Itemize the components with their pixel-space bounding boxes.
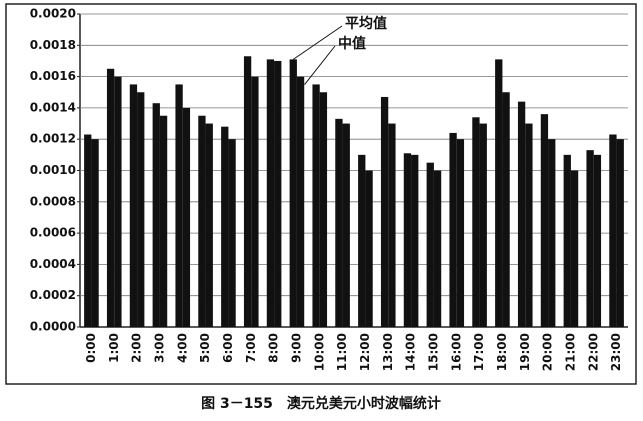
legend-leader — [304, 45, 336, 85]
x-tick-label: 7:00 — [244, 333, 258, 363]
bar — [380, 96, 389, 327]
bar — [403, 153, 412, 327]
bar — [609, 134, 617, 327]
legend-label: 中值 — [338, 35, 366, 52]
bar — [91, 139, 99, 327]
bar — [182, 107, 191, 328]
bar — [289, 59, 297, 327]
bar — [502, 92, 510, 327]
bar — [449, 132, 457, 327]
y-tick-label: 0.0012 — [30, 132, 76, 146]
bar — [228, 139, 236, 327]
bar — [358, 154, 366, 327]
bar — [243, 56, 252, 327]
x-tick-label: 3:00 — [152, 333, 166, 363]
bar — [106, 68, 115, 328]
bar — [517, 101, 526, 327]
bar — [456, 139, 465, 327]
x-tick-label: 23:00 — [609, 333, 623, 371]
y-tick-label: 0.0020 — [30, 7, 76, 21]
x-tick-label: 12:00 — [358, 333, 372, 371]
bar — [472, 117, 480, 327]
bar — [495, 59, 503, 327]
bar — [114, 76, 122, 327]
bar — [586, 150, 594, 327]
x-tick-label: 10:00 — [312, 333, 326, 371]
bar — [335, 118, 343, 327]
legend-leader — [292, 25, 343, 60]
x-tick-label: 17:00 — [472, 333, 486, 371]
legend-label: 平均值 — [345, 15, 387, 32]
bar — [205, 123, 213, 327]
y-tick-label: 0.0010 — [30, 163, 76, 177]
bar — [563, 154, 571, 327]
bar — [426, 162, 434, 327]
bar — [274, 60, 282, 327]
bar — [540, 114, 549, 327]
x-tick-label: 2:00 — [130, 333, 144, 363]
bar — [296, 76, 305, 327]
bar — [159, 115, 168, 327]
bar — [251, 76, 259, 327]
bar — [525, 123, 533, 327]
bar — [433, 170, 442, 327]
x-tick-label: 14:00 — [404, 333, 418, 371]
bar — [312, 84, 320, 327]
bar — [411, 154, 419, 327]
bar — [548, 139, 556, 327]
bar — [175, 84, 183, 327]
x-tick-label: 8:00 — [267, 333, 281, 363]
y-tick-label: 0.0008 — [30, 194, 76, 208]
x-tick-label: 0:00 — [84, 333, 98, 363]
x-tick-label: 6:00 — [221, 333, 235, 363]
x-tick-label: 22:00 — [586, 333, 600, 371]
x-tick-label: 4:00 — [175, 333, 189, 363]
x-tick-label: 21:00 — [563, 333, 577, 371]
bar — [616, 139, 624, 327]
bar — [221, 126, 229, 328]
x-tick-label: 5:00 — [198, 333, 212, 363]
bar — [342, 123, 350, 327]
x-tick-label: 16:00 — [449, 333, 463, 371]
y-tick-label: 0.0006 — [30, 226, 76, 240]
bar — [479, 123, 487, 327]
bar — [365, 170, 373, 327]
bar — [84, 134, 92, 327]
bar — [593, 154, 602, 327]
y-tick-label: 0.0016 — [30, 69, 76, 83]
bar — [198, 115, 206, 327]
x-tick-label: 13:00 — [381, 333, 395, 371]
bar — [319, 92, 328, 327]
bar — [129, 84, 138, 327]
bar — [570, 170, 579, 327]
y-tick-label: 0.0002 — [30, 288, 76, 302]
y-tick-label: 0.0004 — [30, 257, 76, 271]
bar — [137, 92, 145, 327]
bar — [266, 59, 275, 327]
x-tick-label: 1:00 — [107, 333, 121, 363]
y-tick-label: 0.0018 — [30, 38, 76, 52]
chart-frame — [5, 3, 637, 385]
x-tick-label: 20:00 — [541, 333, 555, 371]
x-tick-label: 9:00 — [289, 333, 303, 363]
caption: 图 3－155 澳元兑美元小时波幅统计 — [201, 395, 441, 412]
x-tick-label: 11:00 — [335, 333, 349, 371]
x-tick-label: 15:00 — [426, 333, 440, 371]
x-tick-label: 18:00 — [495, 333, 509, 371]
x-tick-label: 19:00 — [518, 333, 532, 371]
y-tick-label: 0.0014 — [30, 100, 76, 114]
bar — [388, 123, 396, 327]
y-tick-label: 0.0000 — [30, 320, 76, 334]
bar — [152, 103, 160, 327]
